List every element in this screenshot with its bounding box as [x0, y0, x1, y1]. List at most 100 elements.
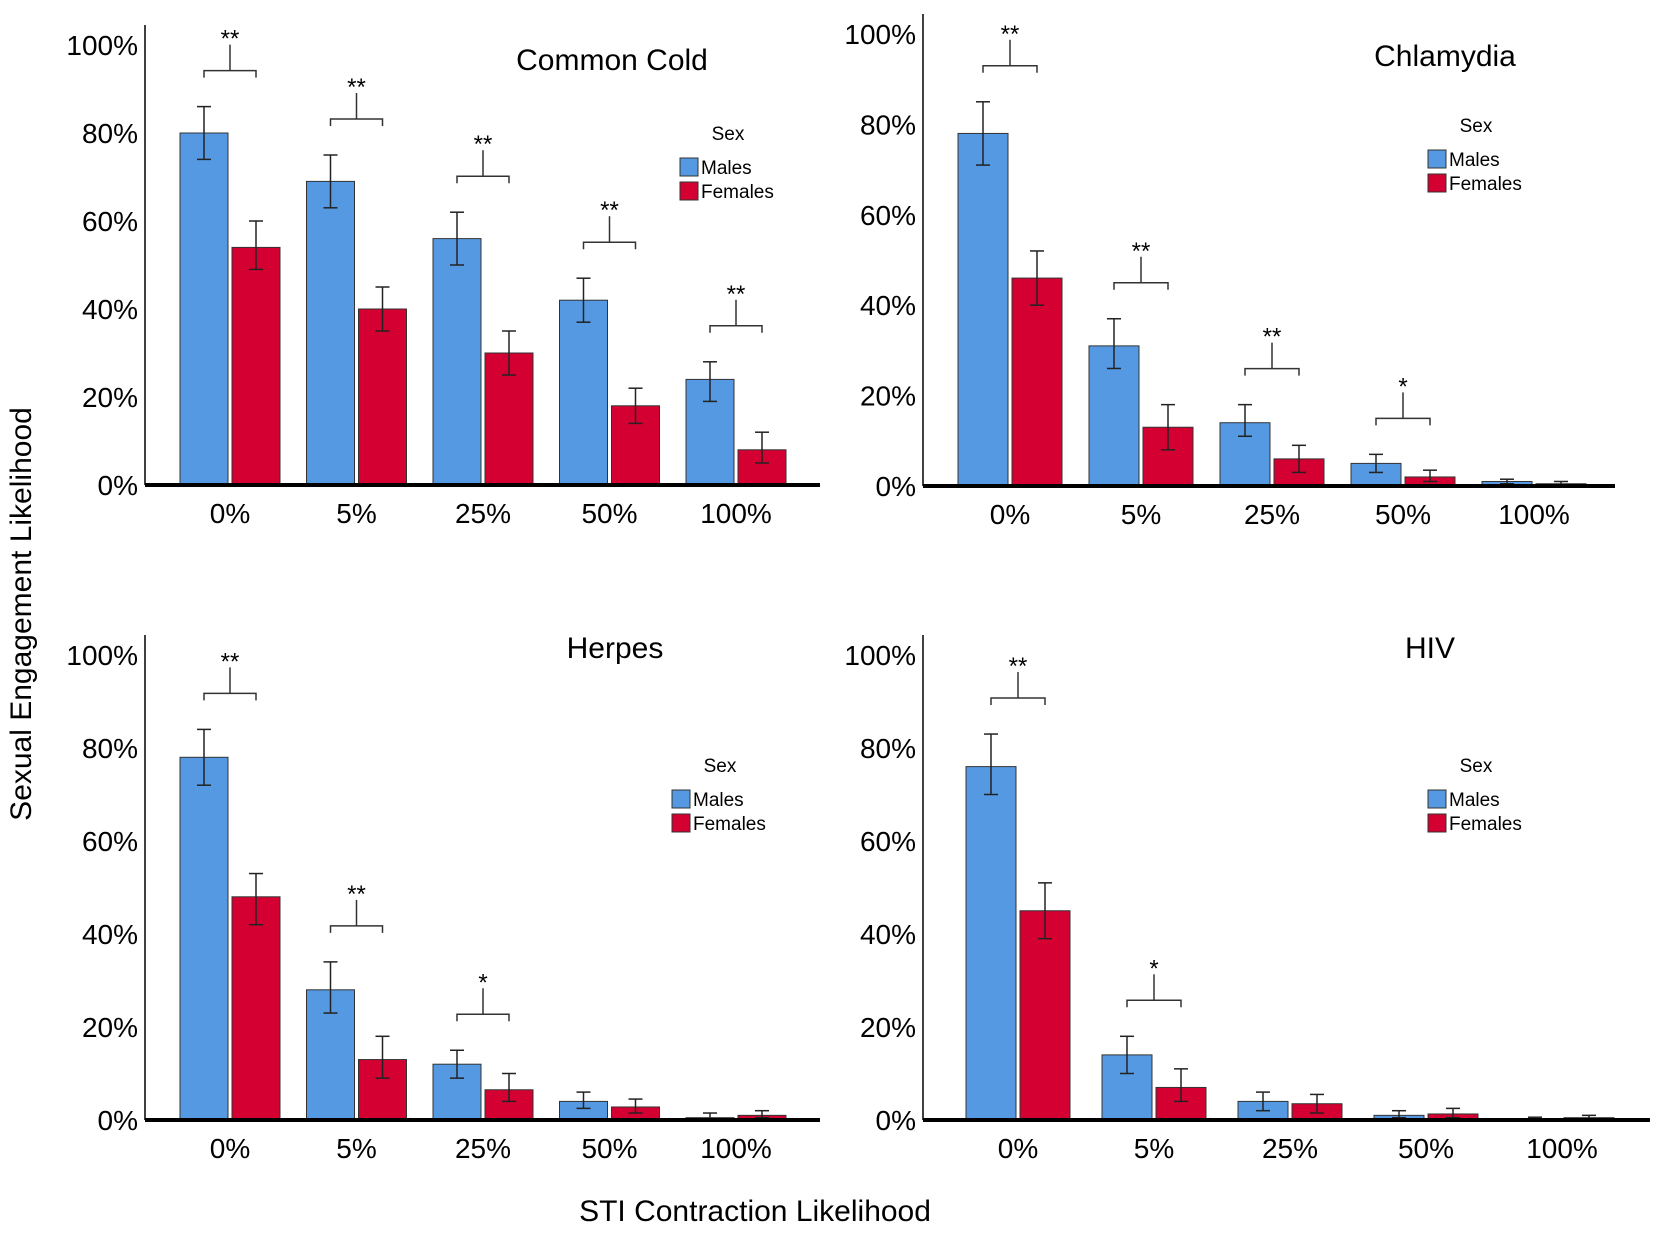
- legend: Sex Males Females: [671, 756, 766, 835]
- legend-title: Sex: [1460, 756, 1493, 777]
- significance-bracket: [456, 175, 510, 184]
- legend-label-females: Females: [1449, 174, 1522, 195]
- significance-mark: **: [1001, 21, 1020, 48]
- significance-mark: **: [347, 74, 366, 101]
- legend-title: Sex: [1460, 116, 1493, 137]
- significance-mark: **: [727, 281, 746, 308]
- legend-swatch-males: [671, 789, 691, 809]
- significance-bracket: [203, 69, 257, 78]
- x-tick-label: 5%: [336, 1133, 376, 1164]
- bar-males: [306, 180, 355, 486]
- chart-panel-3: 0% 20% 40% 60% 80% 100% 0% ** 5% ** 25% * 50% 100% Her…: [66, 632, 820, 1164]
- legend-label-males: Males: [1449, 150, 1500, 171]
- x-tick-label: 50%: [1398, 1133, 1454, 1164]
- y-tick-label: 80%: [860, 109, 916, 140]
- y-tick-label: 100%: [844, 640, 916, 671]
- x-tick-label: 0%: [990, 499, 1030, 530]
- x-tick-label: 50%: [1375, 499, 1431, 530]
- significance-bracket: [456, 1013, 510, 1022]
- bar-females: [1019, 910, 1071, 1121]
- significance-bracket: [582, 241, 637, 250]
- y-axis-label: Sexual Engagement Likelihood: [5, 407, 38, 821]
- y-tick-label: 40%: [860, 919, 916, 950]
- significance-mark: **: [474, 131, 493, 158]
- legend: Sex Males Females: [1427, 116, 1522, 195]
- y-tick-label: 60%: [82, 206, 138, 237]
- bar-females: [358, 308, 407, 486]
- bar-females: [231, 246, 281, 486]
- y-tick-label: 80%: [82, 733, 138, 764]
- y-tick-label: 0%: [98, 1105, 138, 1136]
- legend-swatch-males: [1427, 789, 1447, 809]
- legend-title: Sex: [704, 756, 737, 777]
- x-tick-label: 0%: [210, 1133, 250, 1164]
- y-tick-label: 80%: [860, 733, 916, 764]
- bar-males: [179, 756, 229, 1121]
- legend: Sex Males Females: [679, 124, 774, 203]
- y-tick-label: 80%: [82, 118, 138, 149]
- significance-mark: **: [1009, 653, 1028, 680]
- x-tick-label: 0%: [210, 498, 250, 529]
- significance-bracket: [982, 65, 1038, 73]
- x-tick-label: 25%: [1262, 1133, 1318, 1164]
- legend-label-males: Males: [701, 158, 752, 179]
- legend-label-males: Males: [1449, 790, 1500, 811]
- x-tick-label: 25%: [1244, 499, 1300, 530]
- chart-title: Common Cold: [516, 44, 708, 77]
- bar-females: [1011, 277, 1063, 487]
- x-tick-label: 25%: [455, 1133, 511, 1164]
- legend-swatch-males: [679, 157, 699, 177]
- y-tick-label: 20%: [82, 1012, 138, 1043]
- bar-males: [432, 238, 482, 486]
- y-tick-label: 60%: [82, 826, 138, 857]
- y-tick-label: 100%: [66, 640, 138, 671]
- x-tick-label: 25%: [455, 498, 511, 529]
- bar-males: [965, 766, 1017, 1121]
- y-tick-label: 40%: [860, 290, 916, 321]
- significance-mark: **: [221, 26, 240, 53]
- x-tick-label: 0%: [998, 1133, 1038, 1164]
- y-tick-label: 60%: [860, 826, 916, 857]
- bar-males: [559, 299, 608, 486]
- bar-males: [1088, 345, 1140, 487]
- significance-mark: *: [1149, 955, 1158, 982]
- x-tick-label: 100%: [1526, 1133, 1598, 1164]
- significance-mark: **: [347, 881, 366, 908]
- x-tick-label: 100%: [700, 498, 772, 529]
- x-tick-label: 100%: [700, 1133, 772, 1164]
- chart-title: Chlamydia: [1374, 40, 1516, 73]
- significance-bracket: [1375, 417, 1431, 426]
- significance-mark: **: [1263, 324, 1282, 351]
- y-tick-label: 0%: [876, 1105, 916, 1136]
- significance-bracket: [709, 325, 763, 333]
- bar-males: [179, 132, 229, 486]
- significance-bracket: [1126, 999, 1182, 1008]
- significance-bracket: [329, 118, 384, 126]
- x-tick-label: 100%: [1498, 499, 1570, 530]
- significance-mark: **: [1132, 238, 1151, 265]
- bar-females: [231, 896, 281, 1121]
- y-tick-label: 40%: [82, 294, 138, 325]
- legend-swatch-females: [679, 181, 699, 201]
- legend-title: Sex: [712, 124, 745, 145]
- significance-mark: **: [600, 197, 619, 224]
- chart-title: HIV: [1405, 632, 1455, 665]
- y-tick-label: 20%: [82, 382, 138, 413]
- chart-title: Herpes: [567, 632, 664, 665]
- significance-mark: *: [478, 969, 487, 996]
- bar-males: [957, 132, 1009, 487]
- chart-panel-4: 0% 20% 40% 60% 80% 100% 0% ** 5% * 25% 50% 100% HIV Se…: [844, 632, 1650, 1164]
- significance-mark: **: [221, 648, 240, 675]
- y-tick-label: 40%: [82, 919, 138, 950]
- legend-label-females: Females: [701, 182, 774, 203]
- legend-swatch-females: [1427, 173, 1447, 193]
- legend-label-females: Females: [693, 814, 766, 835]
- y-tick-label: 0%: [876, 471, 916, 502]
- y-tick-label: 20%: [860, 1012, 916, 1043]
- legend: Sex Males Females: [1427, 756, 1522, 835]
- significance-bracket: [203, 692, 257, 701]
- significance-bracket: [1113, 282, 1169, 290]
- y-tick-label: 100%: [844, 19, 916, 50]
